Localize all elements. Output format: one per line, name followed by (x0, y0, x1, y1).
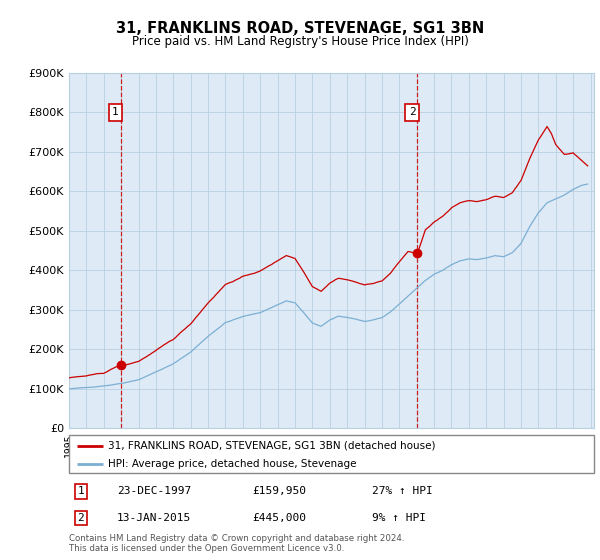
Text: 1: 1 (112, 108, 119, 117)
Text: Price paid vs. HM Land Registry's House Price Index (HPI): Price paid vs. HM Land Registry's House … (131, 35, 469, 48)
Text: 2: 2 (409, 108, 416, 117)
Text: 23-DEC-1997: 23-DEC-1997 (117, 486, 191, 496)
Text: 31, FRANKLINS ROAD, STEVENAGE, SG1 3BN: 31, FRANKLINS ROAD, STEVENAGE, SG1 3BN (116, 21, 484, 36)
Text: £445,000: £445,000 (252, 513, 306, 523)
Text: 1: 1 (77, 486, 85, 496)
Text: 31, FRANKLINS ROAD, STEVENAGE, SG1 3BN (detached house): 31, FRANKLINS ROAD, STEVENAGE, SG1 3BN (… (109, 441, 436, 451)
Text: 27% ↑ HPI: 27% ↑ HPI (372, 486, 433, 496)
FancyBboxPatch shape (69, 435, 594, 473)
Text: 9% ↑ HPI: 9% ↑ HPI (372, 513, 426, 523)
Text: 13-JAN-2015: 13-JAN-2015 (117, 513, 191, 523)
Text: Contains HM Land Registry data © Crown copyright and database right 2024.
This d: Contains HM Land Registry data © Crown c… (69, 534, 404, 553)
Text: 2: 2 (77, 513, 85, 523)
Text: HPI: Average price, detached house, Stevenage: HPI: Average price, detached house, Stev… (109, 459, 357, 469)
Text: £159,950: £159,950 (252, 486, 306, 496)
